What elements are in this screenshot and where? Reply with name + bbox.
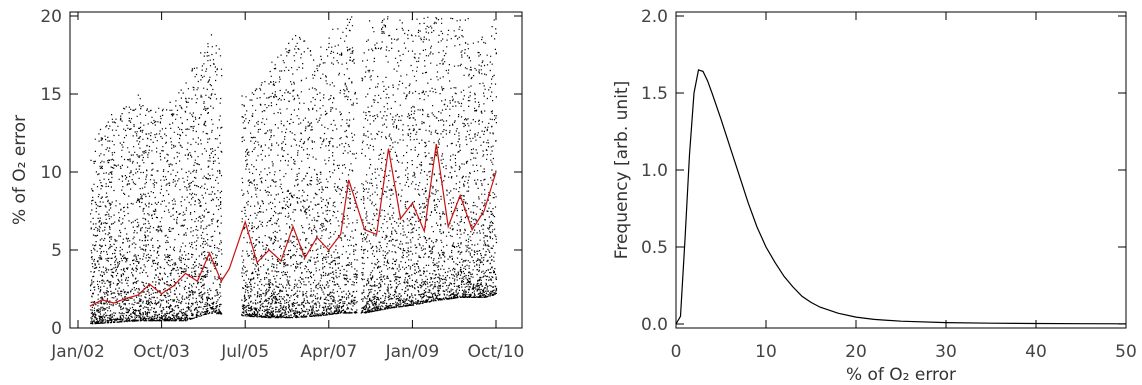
- y-tick-label: 0.5: [641, 238, 668, 258]
- right-x-axis-title: % of O₂ error: [846, 365, 956, 385]
- x-tick-label: 0: [671, 342, 682, 362]
- x-tick-label: 10: [755, 342, 777, 362]
- x-tick-label: 30: [935, 342, 957, 362]
- y-tick-label: 5: [51, 241, 62, 261]
- left-plot-frame: [69, 11, 523, 329]
- mean-line: [89, 143, 497, 307]
- y-tick-label: 15: [40, 85, 62, 105]
- x-tick-label: Oct/10: [468, 342, 525, 362]
- x-tick-label: Oct/03: [133, 342, 190, 362]
- x-tick-label: 40: [1025, 342, 1047, 362]
- y-tick-label: 10: [40, 163, 62, 183]
- histogram-panel: 0 10 20 30 40 50 0.0 0.5 1.0 1.5 2.0 % of O₂ erro…: [612, 7, 1137, 385]
- y-tick-label: 20: [40, 7, 62, 27]
- frequency-curve: [675, 69, 1127, 325]
- y-tick-label: 2.0: [641, 7, 668, 27]
- right-x-axis: 0 10 20 30 40 50: [671, 12, 1137, 362]
- x-tick-label: 20: [845, 342, 867, 362]
- x-tick-label: Jul/05: [220, 342, 269, 362]
- x-tick-label: Apr/07: [300, 342, 357, 362]
- left-y-axis: 0 5 10 15 20: [40, 7, 522, 339]
- y-tick-label: 1.5: [641, 84, 668, 104]
- x-tick-label: Jan/09: [385, 342, 440, 362]
- left-x-axis: Jan/02 Oct/03 Jul/05 Apr/07 Jan/09 Oct/10: [50, 12, 524, 362]
- right-y-axis: 0.0 0.5 1.0 1.5 2.0: [641, 7, 1126, 335]
- x-tick-label: Jan/02: [50, 342, 105, 362]
- scatter-panel: Jan/02 Oct/03 Jul/05 Apr/07 Jan/09 Oct/10 0 5 1…: [10, 7, 524, 362]
- scatter-point-cloud: [89, 16, 498, 325]
- x-tick-label: 50: [1115, 342, 1137, 362]
- y-tick-label: 1.0: [641, 161, 668, 181]
- right-y-axis-title: Frequency [arb. unit]: [612, 81, 632, 259]
- right-plot-frame: [675, 11, 1127, 329]
- y-tick-label: 0.0: [641, 315, 668, 335]
- left-y-axis-title: % of O₂ error: [10, 115, 30, 225]
- scatter-points: [89, 16, 498, 325]
- y-tick-label: 0: [51, 319, 62, 339]
